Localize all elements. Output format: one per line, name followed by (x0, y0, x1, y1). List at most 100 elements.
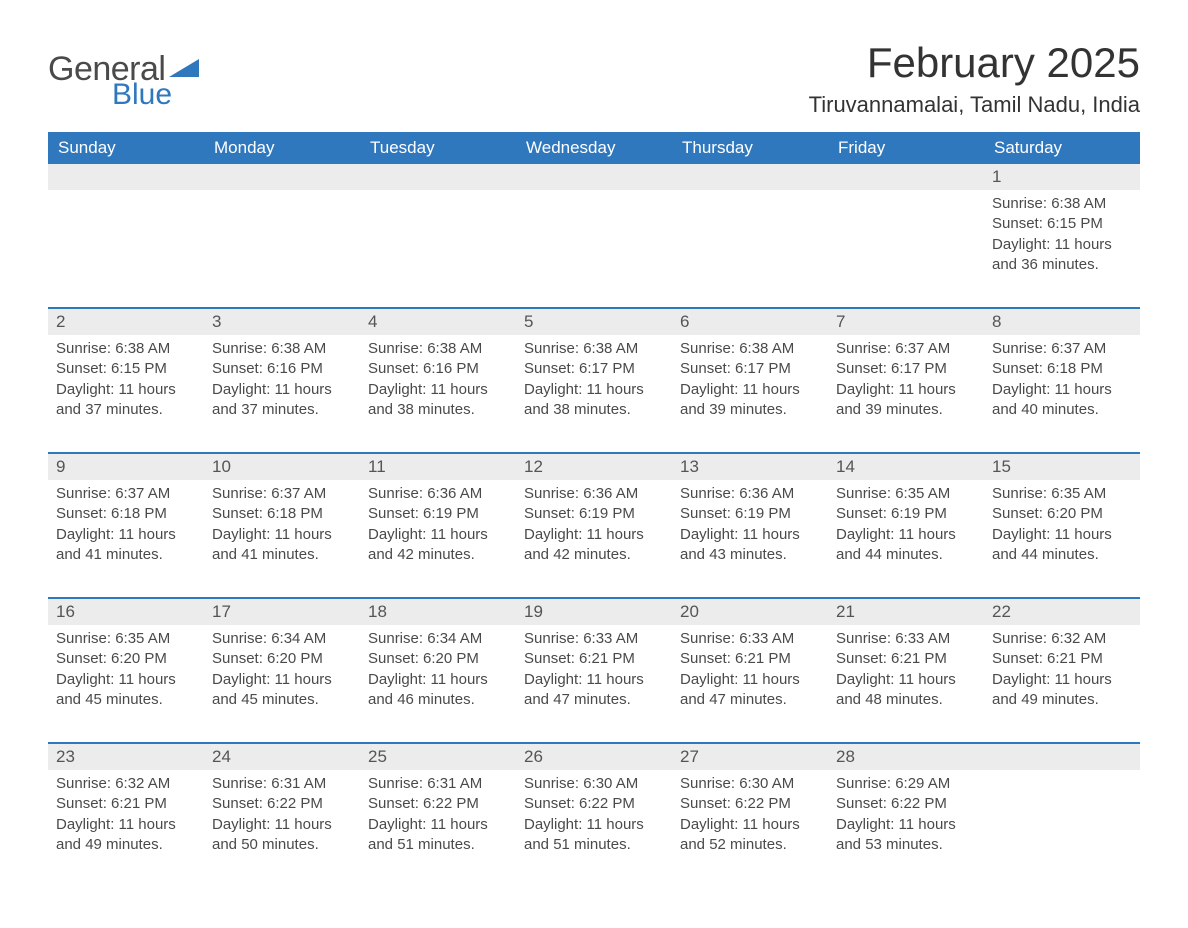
sunrise-text: Sunrise: 6:37 AM (212, 484, 352, 504)
calendar-table: Sunday Monday Tuesday Wednesday Thursday… (48, 132, 1140, 888)
sunset-text: Sunset: 6:21 PM (680, 649, 820, 669)
sunset-text: Sunset: 6:21 PM (836, 649, 976, 669)
day-number-cell (828, 164, 984, 190)
sunset-text: Sunset: 6:22 PM (524, 794, 664, 814)
sunset-text: Sunset: 6:22 PM (680, 794, 820, 814)
sunset-text: Sunset: 6:15 PM (56, 359, 196, 379)
day-detail-cell: Sunrise: 6:36 AMSunset: 6:19 PMDaylight:… (516, 480, 672, 598)
sunset-text: Sunset: 6:19 PM (368, 504, 508, 524)
daylight-text-line1: Daylight: 11 hours (992, 380, 1132, 400)
day-detail-cell: Sunrise: 6:38 AMSunset: 6:15 PMDaylight:… (984, 190, 1140, 308)
daylight-text-line2: and 51 minutes. (524, 835, 664, 855)
day-detail-cell: Sunrise: 6:38 AMSunset: 6:15 PMDaylight:… (48, 335, 204, 453)
day-detail-cell: Sunrise: 6:36 AMSunset: 6:19 PMDaylight:… (360, 480, 516, 598)
header: General Blue February 2025 Tiruvannamala… (48, 30, 1140, 118)
sunrise-text: Sunrise: 6:38 AM (212, 339, 352, 359)
sunrise-text: Sunrise: 6:35 AM (992, 484, 1132, 504)
day-number-cell: 1 (984, 164, 1140, 190)
day-detail-cell (828, 190, 984, 308)
day-number-cell: 25 (360, 743, 516, 770)
month-title: February 2025 (809, 40, 1140, 86)
daylight-text-line1: Daylight: 11 hours (56, 815, 196, 835)
sunset-text: Sunset: 6:18 PM (992, 359, 1132, 379)
day-number-cell (516, 164, 672, 190)
dow-header: Sunday (48, 132, 204, 164)
sunrise-text: Sunrise: 6:33 AM (836, 629, 976, 649)
daylight-text-line2: and 41 minutes. (56, 545, 196, 565)
sunset-text: Sunset: 6:15 PM (992, 214, 1132, 234)
day-detail-cell: Sunrise: 6:30 AMSunset: 6:22 PMDaylight:… (516, 770, 672, 888)
daylight-text-line1: Daylight: 11 hours (56, 670, 196, 690)
day-detail-cell: Sunrise: 6:32 AMSunset: 6:21 PMDaylight:… (984, 625, 1140, 743)
sunset-text: Sunset: 6:17 PM (836, 359, 976, 379)
day-number-cell: 3 (204, 308, 360, 335)
daylight-text-line2: and 48 minutes. (836, 690, 976, 710)
daylight-text-line2: and 37 minutes. (212, 400, 352, 420)
daylight-text-line2: and 49 minutes. (992, 690, 1132, 710)
day-number-cell: 28 (828, 743, 984, 770)
day-number-cell: 4 (360, 308, 516, 335)
dow-header: Friday (828, 132, 984, 164)
daynum-row: 16171819202122 (48, 598, 1140, 625)
detail-row: Sunrise: 6:32 AMSunset: 6:21 PMDaylight:… (48, 770, 1140, 888)
day-number-cell: 20 (672, 598, 828, 625)
day-number-cell: 19 (516, 598, 672, 625)
sunrise-text: Sunrise: 6:34 AM (212, 629, 352, 649)
day-number-cell: 2 (48, 308, 204, 335)
day-number-cell: 7 (828, 308, 984, 335)
sunset-text: Sunset: 6:20 PM (212, 649, 352, 669)
day-number-cell: 8 (984, 308, 1140, 335)
sunrise-text: Sunrise: 6:38 AM (992, 194, 1132, 214)
day-detail-cell: Sunrise: 6:38 AMSunset: 6:17 PMDaylight:… (672, 335, 828, 453)
day-detail-cell: Sunrise: 6:31 AMSunset: 6:22 PMDaylight:… (204, 770, 360, 888)
brand-word2: Blue (112, 80, 199, 110)
sunrise-text: Sunrise: 6:35 AM (836, 484, 976, 504)
daylight-text-line2: and 40 minutes. (992, 400, 1132, 420)
sunset-text: Sunset: 6:18 PM (56, 504, 196, 524)
daylight-text-line2: and 41 minutes. (212, 545, 352, 565)
sunrise-text: Sunrise: 6:37 AM (992, 339, 1132, 359)
daylight-text-line2: and 39 minutes. (680, 400, 820, 420)
sunrise-text: Sunrise: 6:37 AM (56, 484, 196, 504)
title-block: February 2025 Tiruvannamalai, Tamil Nadu… (809, 30, 1140, 118)
sunset-text: Sunset: 6:17 PM (524, 359, 664, 379)
brand-triangle-icon (169, 55, 199, 82)
daylight-text-line1: Daylight: 11 hours (680, 815, 820, 835)
sunset-text: Sunset: 6:19 PM (524, 504, 664, 524)
sunset-text: Sunset: 6:21 PM (56, 794, 196, 814)
sunrise-text: Sunrise: 6:32 AM (56, 774, 196, 794)
sunrise-text: Sunrise: 6:32 AM (992, 629, 1132, 649)
daylight-text-line1: Daylight: 11 hours (992, 525, 1132, 545)
day-number-cell (984, 743, 1140, 770)
sunset-text: Sunset: 6:21 PM (524, 649, 664, 669)
calendar-page: General Blue February 2025 Tiruvannamala… (0, 0, 1188, 928)
daylight-text-line1: Daylight: 11 hours (524, 380, 664, 400)
daylight-text-line2: and 38 minutes. (524, 400, 664, 420)
day-number-cell: 26 (516, 743, 672, 770)
brand-logo: General Blue (48, 52, 199, 110)
sunrise-text: Sunrise: 6:31 AM (212, 774, 352, 794)
day-number-cell (360, 164, 516, 190)
day-number-cell: 10 (204, 453, 360, 480)
day-detail-cell: Sunrise: 6:33 AMSunset: 6:21 PMDaylight:… (672, 625, 828, 743)
day-number-cell: 16 (48, 598, 204, 625)
day-detail-cell (984, 770, 1140, 888)
daylight-text-line1: Daylight: 11 hours (680, 525, 820, 545)
sunrise-text: Sunrise: 6:37 AM (836, 339, 976, 359)
daylight-text-line2: and 45 minutes. (212, 690, 352, 710)
detail-row: Sunrise: 6:37 AMSunset: 6:18 PMDaylight:… (48, 480, 1140, 598)
sunrise-text: Sunrise: 6:36 AM (680, 484, 820, 504)
daynum-row: 2345678 (48, 308, 1140, 335)
daylight-text-line2: and 45 minutes. (56, 690, 196, 710)
day-number-cell: 22 (984, 598, 1140, 625)
sunrise-text: Sunrise: 6:35 AM (56, 629, 196, 649)
day-number-cell: 5 (516, 308, 672, 335)
day-detail-cell: Sunrise: 6:37 AMSunset: 6:18 PMDaylight:… (204, 480, 360, 598)
day-number-cell: 23 (48, 743, 204, 770)
day-of-week-row: Sunday Monday Tuesday Wednesday Thursday… (48, 132, 1140, 164)
daylight-text-line2: and 47 minutes. (524, 690, 664, 710)
daylight-text-line2: and 51 minutes. (368, 835, 508, 855)
sunrise-text: Sunrise: 6:38 AM (680, 339, 820, 359)
day-number-cell (48, 164, 204, 190)
sunrise-text: Sunrise: 6:38 AM (56, 339, 196, 359)
